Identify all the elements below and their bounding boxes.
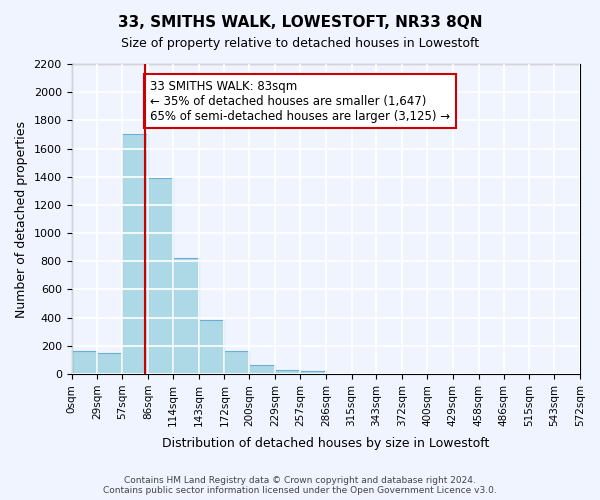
Bar — [224, 351, 250, 374]
Bar — [173, 258, 199, 374]
Bar — [71, 352, 97, 374]
Text: Contains HM Land Registry data © Crown copyright and database right 2024.
Contai: Contains HM Land Registry data © Crown c… — [103, 476, 497, 495]
Text: 33, SMITHS WALK, LOWESTOFT, NR33 8QN: 33, SMITHS WALK, LOWESTOFT, NR33 8QN — [118, 15, 482, 30]
Bar — [300, 370, 326, 374]
Text: Size of property relative to detached houses in Lowestoft: Size of property relative to detached ho… — [121, 38, 479, 51]
Bar — [122, 134, 148, 374]
Bar — [199, 320, 224, 374]
X-axis label: Distribution of detached houses by size in Lowestoft: Distribution of detached houses by size … — [162, 437, 490, 450]
Y-axis label: Number of detached properties: Number of detached properties — [15, 120, 28, 318]
Bar — [97, 353, 122, 374]
Bar — [148, 178, 173, 374]
Bar — [250, 365, 275, 374]
Text: 33 SMITHS WALK: 83sqm
← 35% of detached houses are smaller (1,647)
65% of semi-d: 33 SMITHS WALK: 83sqm ← 35% of detached … — [150, 80, 450, 122]
Bar — [275, 370, 300, 374]
